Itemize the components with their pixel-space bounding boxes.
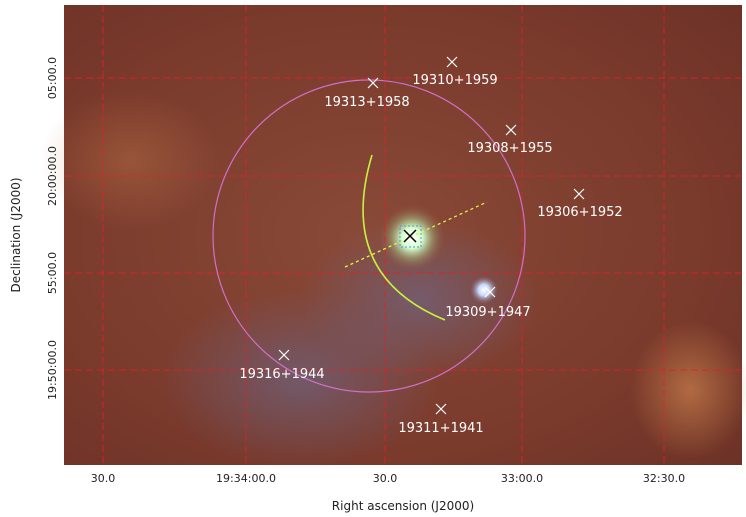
- source-label: 19308+1955: [467, 141, 552, 156]
- source-label: 19311+1941: [398, 421, 483, 436]
- x-axis-label: Right ascension (J2000): [332, 499, 474, 513]
- center-marker: [403, 229, 417, 243]
- source-label: 19310+1959: [412, 73, 497, 88]
- x-tick-label: 19:34:00.0: [216, 472, 276, 485]
- source-label: 19316+1944: [239, 367, 324, 382]
- x-tick-label: 33:00.0: [501, 472, 543, 485]
- beam-circle: [212, 79, 526, 393]
- y-tick-label: 05:00.0: [46, 57, 59, 99]
- axis-line: [344, 201, 488, 268]
- x-tick-label: 30.0: [91, 472, 116, 485]
- y-axis-label: Declination (J2000): [9, 177, 23, 292]
- center-box: [399, 225, 422, 248]
- grid: [64, 5, 742, 465]
- y-tick-label: 20:00:00.0: [46, 146, 59, 206]
- source-label: 19306+1952: [537, 205, 622, 220]
- image: [40, 5, 746, 470]
- y-tick-label: 19:50:00.0: [46, 340, 59, 400]
- source-label: 19313+1958: [324, 95, 409, 110]
- source-markers: [278, 56, 585, 415]
- source-label: 19309+1947: [445, 305, 530, 320]
- x-tick-label: 32:30.0: [643, 472, 685, 485]
- x-tick-label: 30.0: [373, 472, 398, 485]
- arc: [362, 154, 446, 321]
- y-tick-label: 55:00.0: [46, 252, 59, 294]
